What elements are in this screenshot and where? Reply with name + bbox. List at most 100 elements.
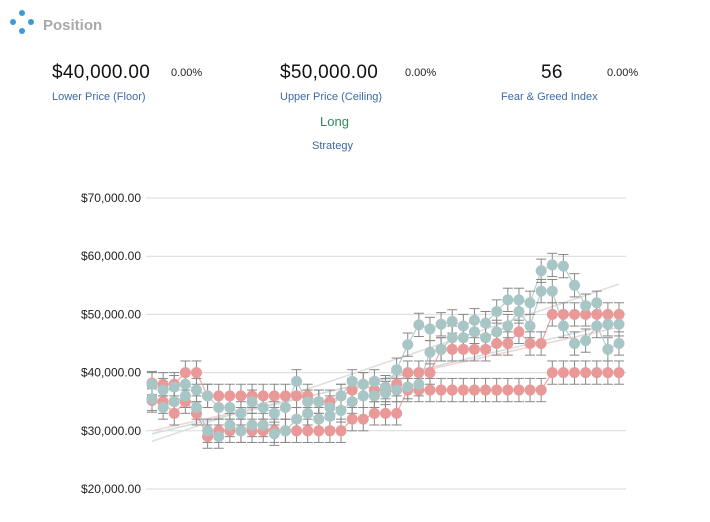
data-point [468,384,480,396]
data-point [291,375,303,387]
floor-stat: $40,000.00 0.00% Lower Price (Floor) [52,62,202,103]
data-point [157,402,169,414]
data-point [602,308,614,320]
page-title: Position [43,16,103,34]
fear-greed-stat: 56 0.00% Fear & Greed Index [501,62,638,103]
data-point [435,343,447,355]
floor-label: Lower Price (Floor) [52,91,146,103]
data-point [246,419,258,431]
data-point [446,332,458,344]
fear-greed-value: 56 [541,62,563,83]
data-point [468,326,480,338]
data-point [190,367,202,379]
data-point [235,407,247,419]
data-point [613,367,625,379]
data-point [546,367,558,379]
data-point [324,425,336,437]
data-point [557,320,569,332]
data-point [257,402,269,414]
data-point [591,320,603,332]
data-point [313,396,325,408]
data-point [179,378,191,390]
ceiling-value: $50,000.00 [280,62,379,83]
y-tick-label: $50,000.00 [81,307,141,321]
data-point [346,413,358,425]
data-point [602,367,614,379]
data-point [391,384,403,396]
data-point [569,279,581,291]
data-point [235,390,247,402]
data-point [602,343,614,355]
strategy-label: Strategy [312,140,353,152]
data-point [279,390,291,402]
data-point [424,384,436,396]
data-point [491,384,503,396]
data-point [546,285,558,297]
data-point [335,390,347,402]
data-point [213,390,225,402]
data-point [213,402,225,414]
data-point [502,338,514,349]
data-point [446,315,458,327]
data-point [402,367,414,379]
data-point [190,402,202,414]
data-point [346,384,358,396]
data-point [580,308,592,320]
data-point [413,378,425,390]
data-point [202,390,214,402]
data-point [557,367,569,379]
data-point [557,260,569,272]
data-point [580,335,592,347]
data-point [202,425,214,437]
data-point [480,332,492,344]
data-point [413,319,425,331]
data-point [213,431,225,443]
data-point [613,338,625,349]
data-point [591,367,603,379]
data-point [402,339,414,351]
data-point [179,390,191,402]
y-tick-label: $20,000.00 [81,482,141,496]
data-point [190,384,202,396]
data-point [491,305,503,317]
data-point [291,390,303,402]
data-point [179,367,191,379]
data-point [335,404,347,416]
ceiling-change: 0.00% [405,67,437,79]
data-point [324,402,336,414]
data-point [346,396,358,408]
data-point [535,384,547,396]
data-point [224,390,236,402]
data-point [613,318,625,330]
data-point [557,308,569,320]
fear-greed-label: Fear & Greed Index [501,91,598,103]
data-point [357,378,369,390]
data-point [524,338,536,349]
data-point [502,320,514,332]
data-point [224,419,236,431]
data-point [168,381,180,393]
data-point [413,367,425,379]
data-point [291,425,303,437]
data-point [524,320,536,332]
data-point [513,305,525,317]
y-tick-label: $30,000.00 [81,424,141,438]
header: Position [10,10,102,34]
data-point [613,308,625,320]
data-point [291,413,303,425]
data-point [491,326,503,338]
data-point [480,343,492,355]
data-point [569,308,581,320]
data-point [468,314,480,326]
data-point [513,326,525,338]
data-point [424,346,436,358]
data-point [224,402,236,414]
ceiling-label: Upper Price (Ceiling) [280,91,383,103]
data-point [424,323,436,335]
data-point [168,407,180,419]
data-point [446,384,458,396]
data-point [268,428,280,440]
data-point [480,384,492,396]
data-point [279,402,291,414]
